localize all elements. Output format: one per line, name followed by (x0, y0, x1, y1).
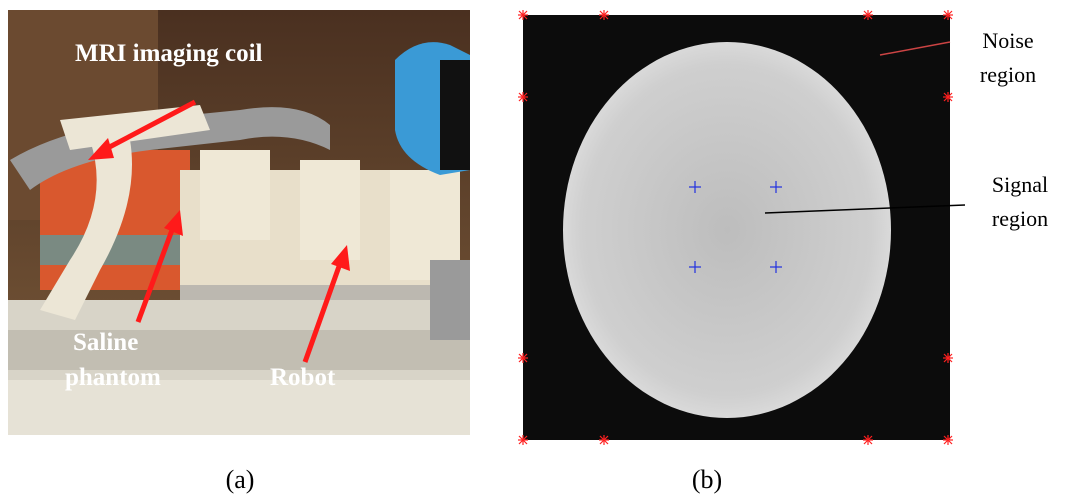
signal-label: Signal (992, 172, 1048, 197)
caption-a: (a) (226, 465, 255, 494)
signal-label: region (992, 206, 1048, 231)
panel-a-photo: MRI imaging coil Saline phantom Robot (8, 10, 470, 435)
coil-label: MRI imaging coil (75, 40, 263, 67)
phantom-label: Saline (73, 329, 138, 356)
noise-label: region (980, 62, 1036, 87)
phantom-label: phantom (65, 364, 161, 391)
panel-b-mri (518, 10, 965, 445)
caption-b: (b) (692, 465, 722, 494)
robot-label: Robot (270, 364, 336, 391)
noise-label: Noise (982, 28, 1033, 53)
figure: MRI imaging coil Saline phantom Robot (a… (0, 0, 1079, 501)
